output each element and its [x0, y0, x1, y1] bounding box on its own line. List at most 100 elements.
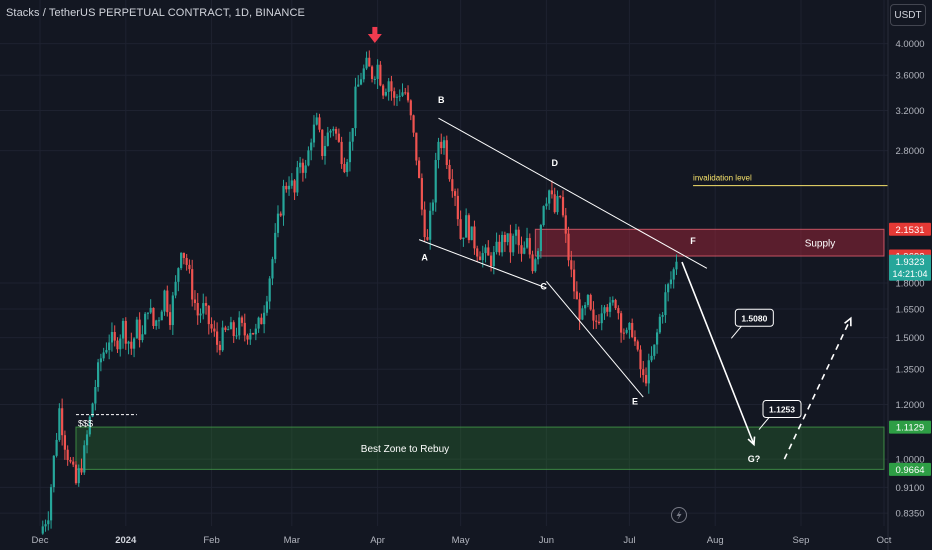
candle-body: [227, 329, 230, 331]
candle-body: [332, 128, 335, 131]
candle-body: [404, 92, 407, 94]
candle-body: [633, 336, 637, 342]
candle-body: [63, 435, 67, 450]
rebuy-zone: [75, 426, 885, 470]
candle-body: [254, 328, 257, 335]
candle-body: [257, 317, 260, 329]
candle-body: [611, 300, 614, 303]
projection-arrow-head: [747, 436, 756, 447]
candle-body: [290, 180, 293, 186]
price-tag: [889, 254, 931, 281]
candle-body: [478, 256, 482, 261]
candle-body: [121, 320, 125, 339]
invalidation-label: invalidation level: [693, 174, 752, 183]
candle-body: [85, 434, 89, 446]
candle-body: [318, 117, 321, 130]
price-tick-label: 1.5000: [895, 333, 924, 344]
time-tick-label: May: [452, 535, 470, 546]
candle-body: [600, 313, 603, 324]
candle-body: [77, 468, 80, 484]
price-tick-label: 0.8350: [895, 509, 924, 520]
candle-body: [285, 185, 288, 190]
price-tick-label: 2.8000: [895, 146, 924, 157]
price-tick-label: 1.2000: [895, 400, 924, 411]
candle-body: [625, 329, 628, 333]
candle-body: [456, 195, 459, 220]
candle-body: [243, 322, 246, 336]
candle-body: [155, 320, 158, 326]
candle-body: [113, 331, 116, 341]
candle-body: [672, 269, 675, 280]
time-tick-label: Oct: [877, 535, 892, 546]
candle-body: [191, 269, 194, 300]
candle-body: [263, 312, 266, 325]
candle-body: [631, 322, 634, 337]
candle-body: [274, 232, 277, 260]
candle-body: [354, 86, 357, 129]
candle-body: [268, 278, 271, 302]
candle-body: [423, 209, 426, 238]
candle-body: [240, 317, 244, 323]
candle-body: [467, 215, 471, 241]
price-tag-label: 1.1129: [896, 423, 924, 434]
candle-body: [434, 160, 437, 203]
candle-body: [553, 194, 556, 213]
candle-body: [97, 362, 100, 387]
candle-body: [315, 117, 318, 125]
wave-label-D: D: [551, 158, 558, 168]
candle-body: [409, 100, 412, 116]
candle-body: [584, 305, 587, 309]
time-tick-label: 2024: [115, 535, 137, 546]
candle-body: [606, 307, 609, 312]
price-tag-label: 1.9323: [895, 257, 924, 268]
time-tick-label: Apr: [370, 535, 385, 546]
candle-body: [675, 261, 678, 270]
candle-body: [238, 317, 241, 336]
candle-body: [337, 133, 340, 142]
candle-body: [603, 307, 606, 314]
candle-body: [534, 259, 537, 272]
price-axis[interactable]: 4.00003.60003.20002.80002.15311.96921.93…: [887, 0, 932, 550]
price-tick-label: 0.9100: [895, 483, 924, 494]
candle-body: [387, 81, 390, 92]
candle-body: [498, 241, 501, 253]
candle-body: [476, 248, 479, 257]
candle-body: [393, 91, 396, 98]
candle-body: [218, 344, 221, 351]
candle-body: [415, 132, 418, 161]
price-tick-label: 1.6500: [895, 305, 924, 316]
candle-body: [650, 355, 653, 361]
candle-body: [622, 332, 625, 334]
candle-body: [487, 247, 490, 256]
wave-label-C: C: [540, 282, 547, 292]
candle-body: [55, 439, 58, 456]
price-tick-label: 1.3500: [895, 365, 924, 376]
candle-body: [506, 233, 509, 243]
candle-body: [520, 245, 523, 254]
callout-box: [734, 308, 774, 327]
candle-body: [83, 445, 86, 473]
candle-body: [373, 78, 376, 80]
candle-body: [495, 241, 498, 253]
callout-text: 1.5080: [741, 313, 767, 323]
candle-body: [614, 300, 617, 309]
liquidity-label: $$$: [78, 419, 93, 429]
time-axis[interactable]: Dec 2024 Feb Mar Apr May Jun Jul Aug Sep Oct: [32, 535, 892, 546]
candle-body: [442, 140, 446, 149]
candle-body: [271, 259, 274, 279]
candle-body: [470, 226, 473, 241]
candle-body: [52, 455, 55, 488]
candle-body: [578, 299, 581, 320]
candle-body: [221, 327, 224, 351]
candle-body: [531, 254, 534, 272]
candle-body: [512, 235, 515, 253]
candle-body: [146, 312, 150, 314]
candle-body: [418, 160, 421, 179]
currency-button[interactable]: USDT: [890, 4, 926, 26]
candle-body: [431, 202, 435, 211]
top-marker-icon: [367, 33, 382, 43]
candle-body: [80, 468, 83, 473]
candle-body: [130, 341, 133, 349]
lightning-icon[interactable]: [671, 507, 687, 523]
